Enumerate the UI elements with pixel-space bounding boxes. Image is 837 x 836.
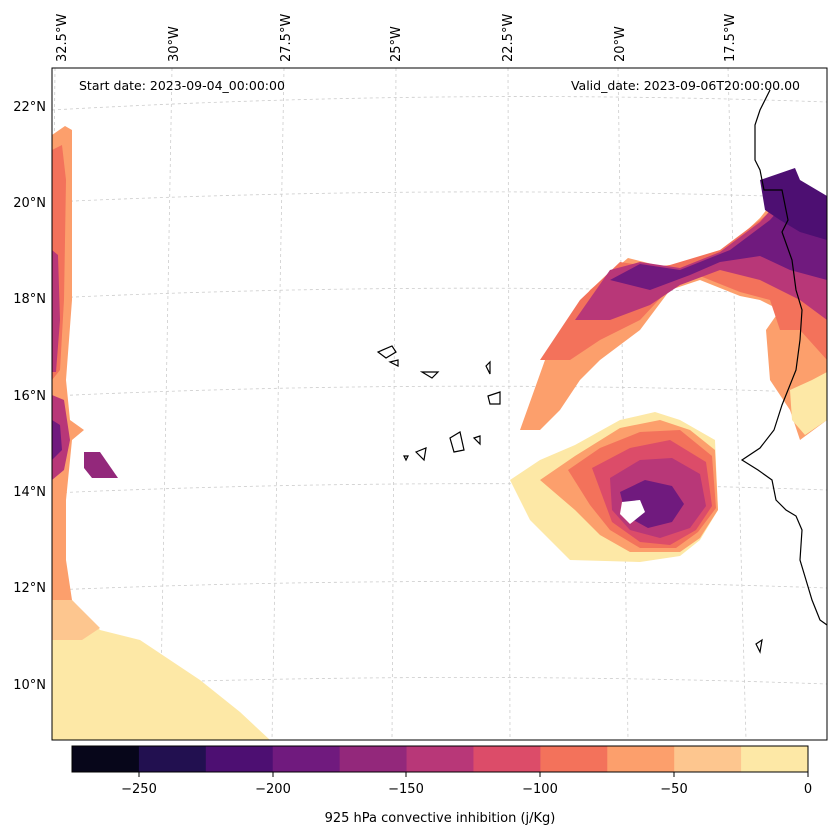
- gridline-lon-25: [391, 68, 397, 740]
- gridline-lat-22: [52, 96, 827, 111]
- island-brava: [403, 455, 409, 462]
- valid-date-label: Valid_date: 2023-09-06T20:00:00.00: [571, 78, 800, 93]
- lat-label: 22°N: [13, 100, 46, 115]
- colorbar-segment: [540, 746, 608, 772]
- colorbar-tick-label: −250: [121, 782, 157, 797]
- lon-label: 17.5°W: [723, 14, 738, 62]
- colorbar-segment: [339, 746, 408, 772]
- gridline-lon-275: [271, 68, 285, 740]
- colorbar-tick-label: 0: [804, 782, 812, 797]
- start-date-label: Start date: 2023-09-04_00:00:00: [79, 78, 285, 93]
- island-boa-vista: [487, 391, 501, 405]
- cin-contours: [52, 126, 827, 740]
- colorbar-segment: [674, 746, 742, 772]
- island-bijagos: [755, 638, 763, 654]
- colorbar-segment: [138, 746, 207, 772]
- colorbar-segment: [741, 746, 809, 772]
- lon-label: 25°W: [389, 26, 404, 62]
- coastlines: [376, 89, 827, 654]
- island-sao-nicolau: [419, 371, 440, 379]
- colorbar-segment: [272, 746, 341, 772]
- gridline-lat-18: [52, 287, 827, 299]
- contour-arc-darkest: [760, 168, 827, 240]
- colorbar-tick-label: −150: [388, 782, 424, 797]
- island-sal: [485, 360, 491, 375]
- lat-label: 12°N: [13, 581, 46, 596]
- contour-bottom-left: [52, 600, 270, 740]
- contour-bottom-left-edge: [52, 600, 100, 640]
- island-santo-antao: [376, 345, 397, 359]
- colorbar-ticks: −250 −200 −150 −100 −50 0: [121, 772, 812, 797]
- storm-eye: [620, 500, 645, 524]
- gridline-lon-30: [159, 68, 173, 740]
- colorbar-segment: [607, 746, 675, 772]
- lon-label: 30°W: [167, 26, 182, 62]
- gridline-lat-20: [52, 191, 827, 203]
- island-sao-vicente: [388, 359, 399, 367]
- gridline-lon-225: [507, 68, 511, 740]
- lon-label: 27.5°W: [279, 14, 294, 62]
- island-maio: [472, 435, 481, 446]
- colorbar-tick-label: −100: [522, 782, 558, 797]
- coast-africa: [740, 89, 827, 626]
- colorbar-segment: [406, 746, 474, 772]
- gridline-lat-16: [52, 385, 827, 397]
- map-frame-bg: [52, 68, 827, 740]
- lat-label: 16°N: [13, 389, 46, 404]
- map-border: [51, 67, 828, 741]
- gridline-lon-175: [727, 68, 747, 740]
- colorbar-segment: [205, 746, 274, 772]
- colorbar: [72, 746, 809, 772]
- colorbar-border: [71, 745, 809, 773]
- lon-label: 22.5°W: [501, 14, 516, 62]
- contour-left-inner: [52, 250, 60, 372]
- lat-label: 14°N: [13, 485, 46, 500]
- colorbar-segment: [72, 746, 140, 772]
- contour-right-pale: [790, 372, 827, 435]
- lat-label: 18°N: [13, 292, 46, 307]
- lon-label: 32.5°W: [55, 14, 70, 62]
- colorbar-tick-label: −50: [660, 782, 687, 797]
- gridline-lon-20: [617, 68, 629, 740]
- colorbar-title: 925 hPa convective inhibition (j/Kg): [325, 811, 556, 826]
- island-fogo: [414, 447, 427, 462]
- gridline-lat-14: [52, 483, 827, 494]
- contour-left-low-core: [52, 420, 62, 460]
- colorbar-tick-label: −200: [255, 782, 291, 797]
- contour-small-patch: [84, 452, 118, 478]
- lat-label: 10°N: [13, 678, 46, 693]
- lat-label: 20°N: [13, 196, 46, 211]
- lat-axis-labels: 22°N 20°N 18°N 16°N 14°N 12°N 10°N: [13, 100, 46, 693]
- island-santiago: [449, 431, 465, 453]
- lon-axis-labels: 32.5°W 30°W 27.5°W 25°W 22.5°W 20°W 17.5…: [55, 14, 738, 62]
- colorbar-segment: [473, 746, 541, 772]
- lon-label: 20°W: [613, 26, 628, 62]
